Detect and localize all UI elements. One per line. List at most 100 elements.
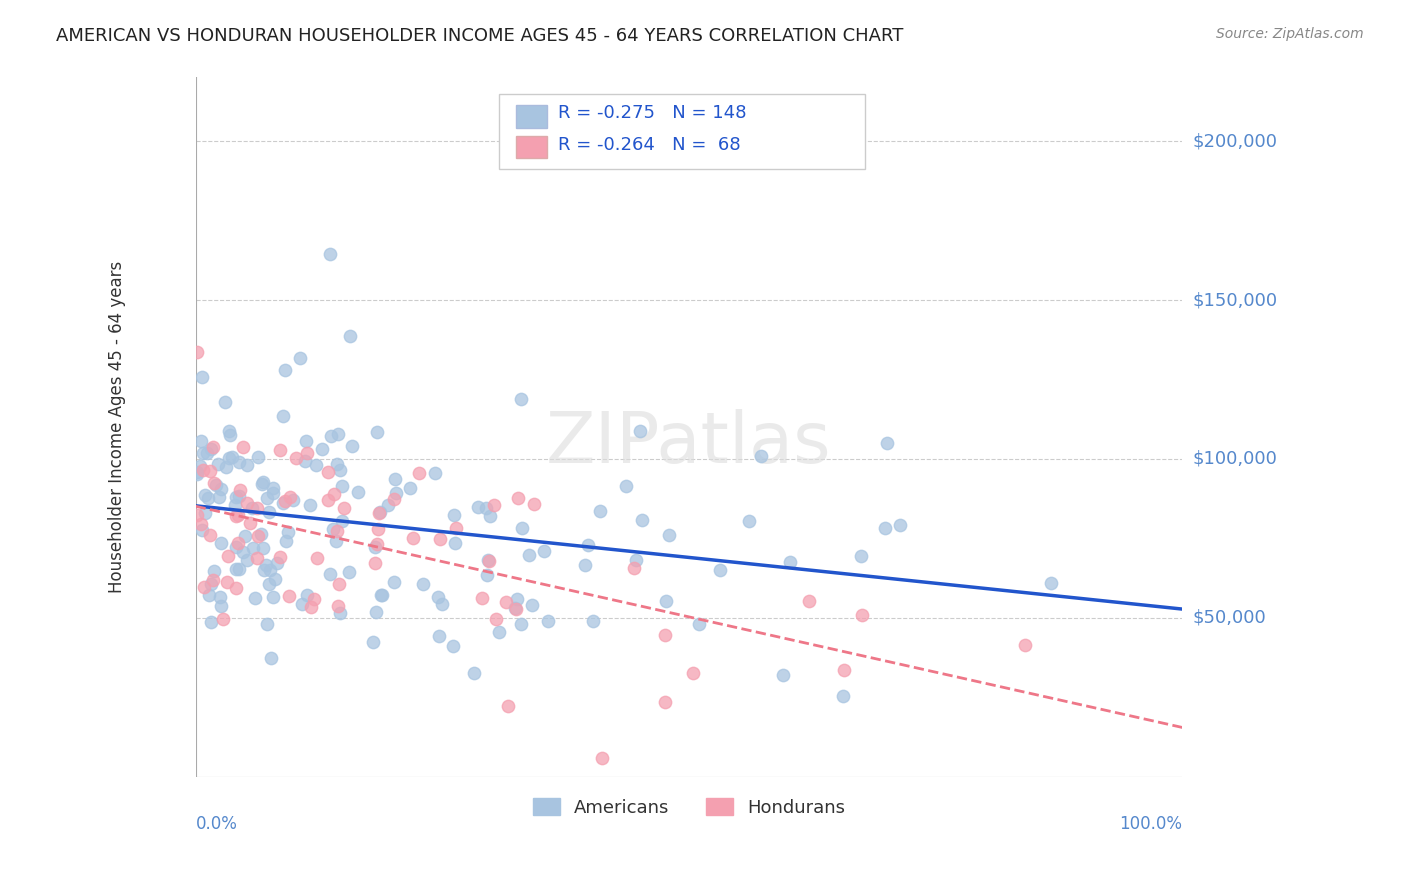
Hondurans xyxy=(851,608,873,623)
Americans xyxy=(218,424,240,438)
Americans xyxy=(214,459,236,474)
Americans xyxy=(262,485,284,500)
Hondurans xyxy=(485,612,508,626)
Americans xyxy=(425,467,447,481)
Hondurans xyxy=(471,591,494,605)
Hondurans xyxy=(1014,639,1036,653)
Americans xyxy=(329,607,352,621)
Americans xyxy=(832,690,855,704)
Americans xyxy=(242,541,264,555)
Americans xyxy=(347,484,370,499)
Americans xyxy=(195,446,218,460)
Americans xyxy=(385,486,408,500)
Americans xyxy=(235,552,257,566)
Hondurans xyxy=(198,464,221,478)
Text: $200,000: $200,000 xyxy=(1192,132,1278,150)
Text: $50,000: $50,000 xyxy=(1192,609,1267,627)
Americans xyxy=(240,501,263,516)
Hondurans xyxy=(305,550,328,565)
Americans xyxy=(361,635,384,649)
Americans xyxy=(191,446,214,460)
Americans xyxy=(510,617,533,632)
Hondurans xyxy=(328,599,350,613)
Americans xyxy=(225,490,247,504)
Americans xyxy=(225,562,247,576)
Americans xyxy=(849,549,872,563)
Americans xyxy=(709,563,731,577)
Hondurans xyxy=(446,521,468,535)
Americans xyxy=(262,481,284,495)
Americans xyxy=(330,478,353,492)
Americans xyxy=(252,541,274,556)
Hondurans xyxy=(429,532,451,546)
Hondurans xyxy=(274,494,297,508)
Hondurans xyxy=(247,529,270,543)
Hondurans xyxy=(832,663,855,677)
Hondurans xyxy=(217,549,239,563)
Americans xyxy=(576,538,599,552)
Hondurans xyxy=(368,507,391,521)
Americans xyxy=(340,439,363,453)
Americans xyxy=(382,575,405,590)
Americans xyxy=(259,577,281,591)
Hondurans xyxy=(495,595,517,609)
Hondurans xyxy=(226,508,249,523)
Americans xyxy=(253,563,276,577)
Hondurans xyxy=(682,666,704,681)
Hondurans xyxy=(278,589,301,603)
Hondurans xyxy=(186,345,208,359)
Americans xyxy=(305,458,328,473)
Americans xyxy=(263,572,285,586)
Americans xyxy=(322,522,344,536)
Americans xyxy=(332,514,354,528)
Americans xyxy=(207,490,229,504)
Hondurans xyxy=(332,500,354,515)
Americans xyxy=(291,598,314,612)
Americans xyxy=(533,543,555,558)
Hondurans xyxy=(232,440,254,454)
Text: Householder Income Ages 45 - 64 years: Householder Income Ages 45 - 64 years xyxy=(108,261,125,593)
Americans xyxy=(688,617,710,632)
Americans xyxy=(873,521,896,535)
Americans xyxy=(506,592,529,607)
Americans xyxy=(488,624,510,639)
Americans xyxy=(207,457,229,471)
Americans xyxy=(384,472,406,486)
Americans xyxy=(214,395,236,409)
Americans xyxy=(233,529,256,543)
Americans xyxy=(624,553,647,567)
Americans xyxy=(260,651,283,665)
Americans xyxy=(779,555,801,569)
Hondurans xyxy=(191,463,214,477)
Hondurans xyxy=(366,537,388,551)
Hondurans xyxy=(285,451,308,466)
Americans xyxy=(475,501,498,516)
Americans xyxy=(198,588,221,602)
Hondurans xyxy=(225,581,247,595)
Americans xyxy=(271,496,294,510)
Americans xyxy=(200,442,222,456)
Americans xyxy=(274,362,297,376)
Americans xyxy=(444,535,467,549)
Americans xyxy=(252,475,274,490)
Hondurans xyxy=(328,576,350,591)
Hondurans xyxy=(269,549,291,564)
Hondurans xyxy=(299,600,322,615)
Americans xyxy=(295,588,318,602)
Americans xyxy=(475,568,498,582)
Americans xyxy=(228,490,250,504)
Hondurans xyxy=(316,465,339,479)
Americans xyxy=(738,514,761,528)
Americans xyxy=(209,599,232,614)
Americans xyxy=(256,491,278,506)
Text: ZIPatlas: ZIPatlas xyxy=(546,409,832,477)
Hondurans xyxy=(295,445,318,459)
Americans xyxy=(294,454,316,468)
Americans xyxy=(247,450,270,464)
Hondurans xyxy=(198,528,221,542)
Hondurans xyxy=(269,443,291,458)
Americans xyxy=(218,451,240,466)
Hondurans xyxy=(186,508,208,522)
Hondurans xyxy=(364,557,387,571)
Hondurans xyxy=(623,561,645,575)
